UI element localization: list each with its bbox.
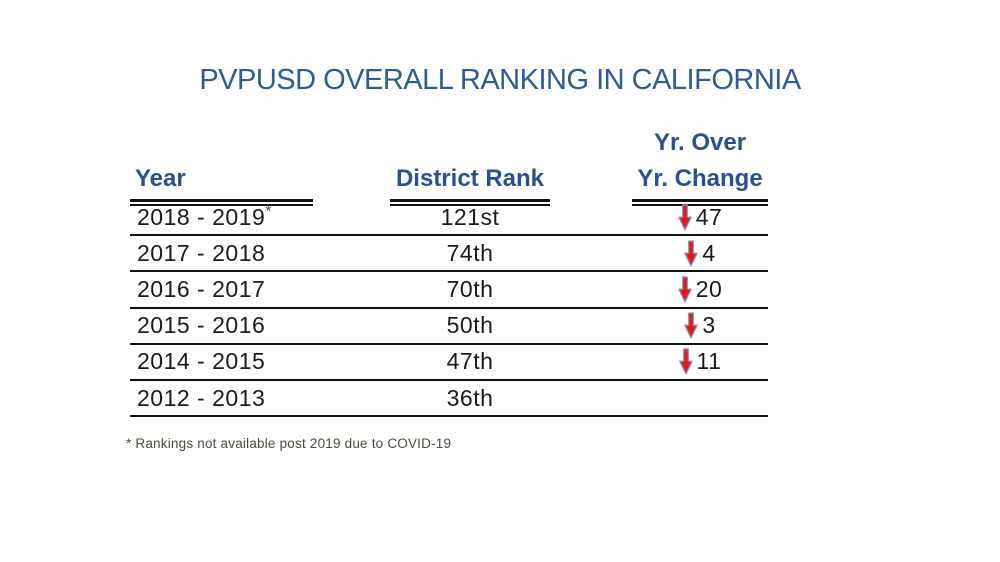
page-title: PVPUSD OVERALL RANKING IN CALIFORNIA (199, 64, 801, 96)
yr-change-cell: 47 (632, 204, 768, 231)
column-header-yr-change: Yr. Over Yr. Change (632, 125, 768, 206)
district-rank-cell: 50th (446, 312, 494, 339)
year-cell: 2018 - 2019* (130, 202, 313, 231)
column-header-year: Year (130, 125, 313, 206)
year-cell: 2016 - 2017 (130, 276, 313, 303)
down-arrow-icon (678, 348, 693, 375)
year-value: 2017 - 2018 (137, 239, 266, 266)
yr-change-cell: 3 (632, 312, 768, 339)
ranking-table: Year District Rank Yr. Over Yr. Change 2… (130, 125, 768, 418)
district-rank-header-label: District Rank (395, 165, 545, 192)
district-rank-cell: 47th (446, 348, 494, 375)
year-value: 2012 - 2013 (137, 384, 266, 411)
year-header-underline (130, 199, 313, 206)
year-value: 2016 - 2017 (137, 275, 266, 302)
footnote-marker: * (265, 202, 273, 220)
district-rank-cell: 74th (446, 239, 494, 266)
change-value: 3 (702, 312, 716, 339)
yr-change-cell: 20 (632, 276, 768, 303)
year-value: 2018 - 2019 (137, 203, 266, 230)
change-value: 4 (702, 239, 716, 266)
district-rank-cell: 121st (440, 203, 500, 230)
down-arrow-icon (684, 240, 699, 267)
change-value: 20 (695, 275, 723, 302)
year-cell: 2012 - 2013 (130, 385, 313, 412)
table-row: 2014 - 2015 47th 11 (130, 345, 768, 381)
table-body: 2018 - 2019* 121st 47 2017 - 2018 74th 4… (130, 200, 768, 418)
district-rank-cell: 70th (446, 275, 494, 302)
footnote: * Rankings not available post 2019 due t… (126, 436, 452, 451)
year-cell: 2014 - 2015 (130, 348, 313, 375)
down-arrow-icon (684, 312, 699, 339)
district-rank-header-underline (390, 199, 550, 206)
table-row: 2018 - 2019* 121st 47 (130, 200, 768, 237)
change-value: 47 (695, 203, 723, 230)
column-header-district-rank: District Rank (390, 125, 550, 206)
table-row: 2015 - 2016 50th 3 (130, 309, 768, 345)
yr-change-cell: 4 (632, 240, 768, 267)
table-header-row: Year District Rank Yr. Over Yr. Change (130, 125, 768, 206)
yr-change-header-underline (632, 199, 768, 206)
year-cell: 2015 - 2016 (130, 312, 313, 339)
yr-change-header-label: Yr. Change (637, 165, 763, 192)
year-value: 2014 - 2015 (137, 348, 266, 375)
down-arrow-icon (677, 276, 692, 303)
table-row: 2012 - 2013 36th (130, 381, 768, 418)
column-gap (313, 125, 390, 206)
table-row: 2016 - 2017 70th 20 (130, 272, 768, 309)
table-row: 2017 - 2018 74th 4 (130, 236, 768, 273)
yr-change-cell: 11 (632, 348, 768, 375)
column-gap (550, 125, 632, 206)
yr-over-header-label: Yr. Over (653, 129, 747, 156)
year-cell: 2017 - 2018 (130, 240, 313, 267)
year-header-label: Year (135, 165, 186, 192)
change-value: 11 (696, 348, 722, 375)
down-arrow-icon (677, 203, 692, 231)
district-rank-cell: 36th (446, 384, 494, 411)
year-value: 2015 - 2016 (137, 312, 266, 339)
